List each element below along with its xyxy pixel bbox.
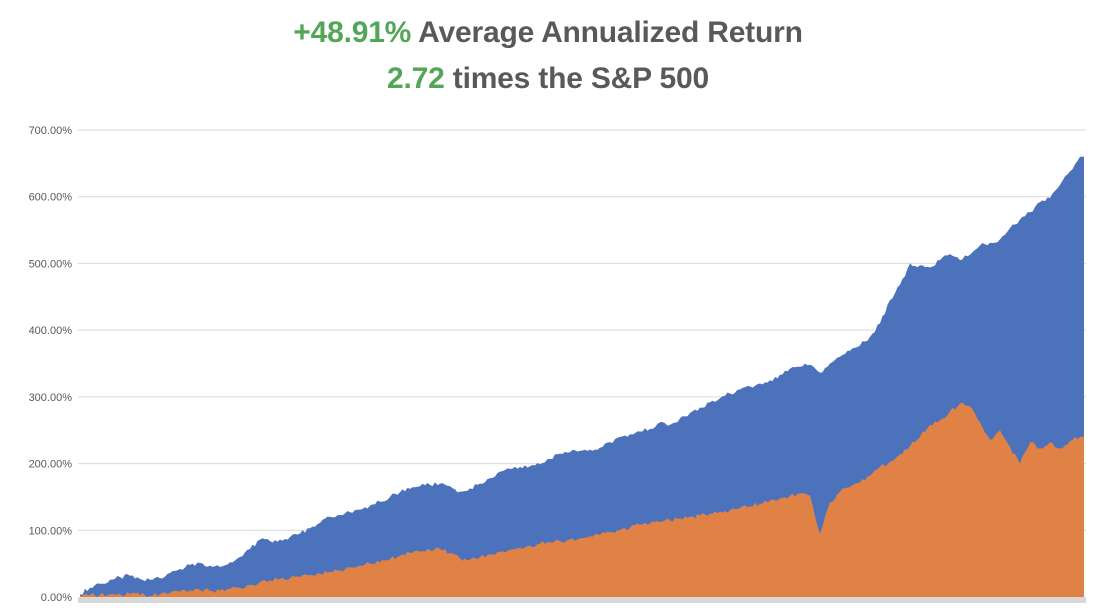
y-tick-label: 300.00%	[29, 392, 73, 404]
title-line-2: 2.72 times the S&P 500	[0, 56, 1096, 102]
y-tick-label: 400.00%	[29, 325, 73, 337]
annualized-return-value: +48.91%	[293, 16, 412, 49]
blue-area	[80, 156, 1084, 597]
chart-title: +48.91% Average Annualized Return 2.72 t…	[0, 10, 1096, 102]
title-line-2-text: times the S&P 500	[444, 62, 709, 95]
y-tick-label: 700.00%	[29, 125, 73, 137]
y-tick-label: 500.00%	[29, 258, 73, 270]
y-tick-label: 200.00%	[29, 459, 73, 471]
y-tick-label: 600.00%	[29, 192, 73, 204]
y-tick-label: 100.00%	[29, 525, 73, 537]
x-axis-line	[78, 597, 1086, 603]
orange-area	[80, 402, 1084, 597]
title-line-1-text: Average Annualized Return	[411, 16, 803, 49]
y-tick-label: 0.00%	[41, 592, 72, 604]
sp500-multiple-value: 2.72	[387, 62, 445, 95]
title-line-1: +48.91% Average Annualized Return	[0, 10, 1096, 56]
